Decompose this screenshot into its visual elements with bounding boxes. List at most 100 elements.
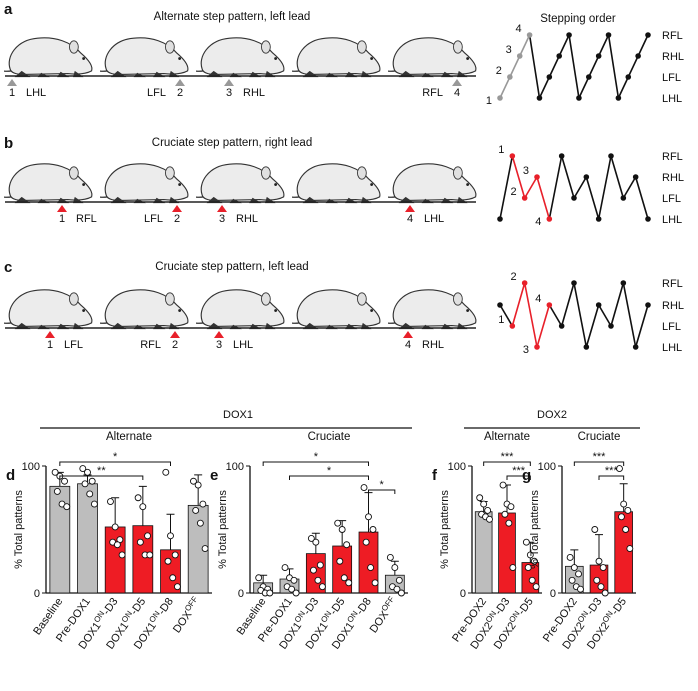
x-tick-label: DOXOFF: [366, 594, 401, 635]
step-point: [605, 32, 612, 38]
data-point: [312, 538, 320, 546]
y-tick-label: 0: [238, 588, 244, 600]
step-label: 3: [523, 165, 529, 177]
data-point: [367, 564, 375, 572]
significance-label: *: [314, 451, 319, 463]
x-tick-label-part: DOX: [368, 608, 392, 635]
step-segment: [536, 176, 551, 220]
data-point: [173, 583, 181, 591]
data-point: [369, 526, 377, 533]
step-number: 1: [47, 339, 53, 351]
panel-title: Alternate step pattern, left lead: [154, 11, 311, 23]
data-point: [371, 579, 379, 587]
data-point: [386, 553, 394, 561]
data-point: [522, 538, 530, 546]
step-point: [576, 95, 582, 101]
step-point: [558, 323, 565, 329]
y-tick-label: 100: [538, 461, 556, 473]
step-limb: LFL: [147, 87, 166, 99]
step-segment: [610, 155, 625, 199]
step-limb: LFL: [144, 213, 163, 225]
step-label: 2: [511, 186, 517, 198]
step-label: 4: [515, 23, 521, 35]
rat-illustration: [100, 163, 189, 204]
x-tick-label-part: DOX: [171, 608, 195, 635]
step-point: [509, 153, 516, 159]
step-label: 3: [506, 44, 512, 56]
significance-bracket: [262, 461, 369, 466]
bar: [104, 526, 126, 594]
data-point: [316, 561, 324, 569]
data-point: [626, 545, 634, 552]
step-limb: RFL: [76, 213, 97, 225]
rat-illustration: [292, 289, 381, 330]
step-point: [595, 216, 602, 222]
step-segment: [523, 176, 538, 199]
data-point: [144, 532, 151, 540]
data-point: [53, 487, 61, 495]
step-limb: RFL: [422, 87, 443, 99]
data-point: [528, 576, 536, 584]
data-point: [526, 551, 534, 559]
step-point: [497, 216, 503, 222]
data-point: [532, 583, 540, 591]
step-point: [546, 302, 553, 308]
step-point: [546, 74, 553, 80]
y-axis-label: % Total patterns: [529, 490, 541, 569]
chart-title: Alternate: [106, 431, 152, 443]
x-tick-label-part: DOX1: [277, 620, 304, 651]
step-segment: [548, 55, 560, 78]
rat-illustration: [388, 37, 477, 78]
step-label: 2: [511, 271, 517, 283]
error-bar: [364, 492, 373, 533]
significance-label: *: [327, 465, 332, 477]
data-point: [362, 538, 370, 546]
step-point: [632, 174, 639, 180]
step-label: 4: [535, 293, 541, 305]
step-limb: LHL: [26, 87, 46, 99]
step-marker: [57, 205, 67, 212]
step-limb: RHL: [422, 339, 444, 351]
data-point: [199, 500, 207, 508]
step-limb: RHL: [236, 213, 258, 225]
data-point: [90, 500, 98, 508]
step-segment: [519, 34, 531, 57]
level-label: LFL: [662, 72, 681, 84]
y-axis-label: % Total patterns: [217, 490, 229, 569]
step-number: 1: [59, 213, 65, 225]
data-point: [568, 576, 576, 584]
step-marker: [217, 205, 227, 212]
step-segment: [634, 176, 649, 220]
data-point: [397, 589, 405, 597]
significance-bracket: [483, 461, 531, 466]
data-point: [393, 585, 401, 593]
level-label: LHL: [662, 342, 682, 354]
data-point: [486, 515, 493, 523]
rat-illustration: [4, 163, 93, 204]
step-point: [583, 174, 590, 180]
step-marker: [214, 331, 224, 338]
step-segment: [548, 304, 563, 327]
step-label: 1: [486, 95, 492, 107]
step-point: [615, 95, 622, 101]
bar: [77, 483, 98, 594]
step-segment: [499, 76, 511, 99]
step-segment: [538, 76, 551, 99]
rat-illustration: [4, 37, 93, 78]
data-point: [162, 468, 170, 476]
step-marker: [172, 205, 182, 212]
step-limb: RHL: [243, 87, 265, 99]
data-point: [290, 576, 298, 584]
data-point: [566, 553, 574, 561]
data-point: [480, 500, 488, 508]
data-point: [146, 551, 154, 559]
step-marker: [224, 79, 234, 86]
data-point: [196, 519, 204, 527]
step-point: [595, 302, 602, 308]
rat-illustration: [388, 289, 477, 330]
step-marker: [170, 331, 180, 338]
step-segment: [499, 155, 514, 220]
data-point: [81, 480, 89, 488]
step-point: [556, 53, 562, 59]
